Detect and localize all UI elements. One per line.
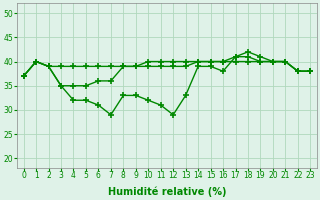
X-axis label: Humidité relative (%): Humidité relative (%)	[108, 186, 226, 197]
